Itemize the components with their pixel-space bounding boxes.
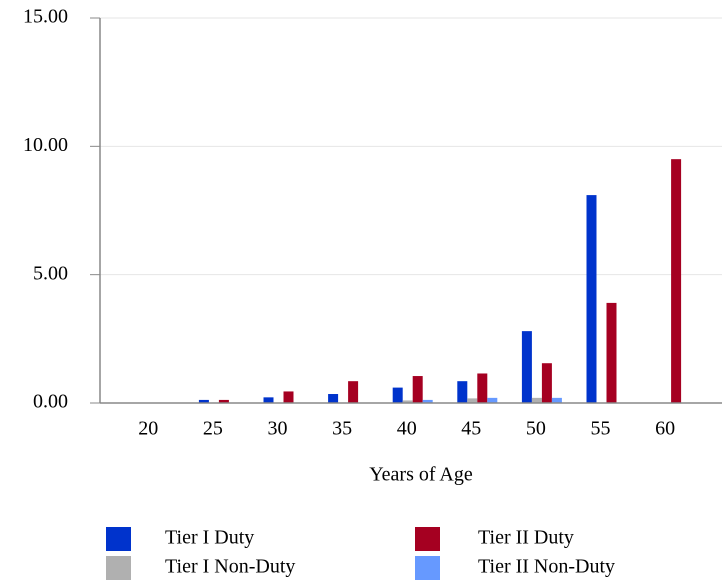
bar [671, 159, 682, 403]
bar [467, 398, 478, 403]
x-tick-label: 60 [655, 418, 675, 440]
x-tick-label: 40 [397, 418, 417, 440]
legend-label: Tier II Non-Duty [478, 556, 615, 578]
y-tick-label: 0.00 [33, 391, 68, 413]
legend-swatch [106, 527, 131, 551]
bar [422, 399, 433, 403]
bar [218, 399, 229, 403]
legend-swatch [106, 556, 131, 580]
legend-label: Tier I Duty [165, 527, 254, 549]
bar [487, 397, 498, 403]
x-tick-label: 20 [138, 418, 158, 440]
bar [521, 331, 532, 403]
bar [263, 397, 274, 403]
x-tick-label: 50 [526, 418, 546, 440]
legend-swatch [415, 556, 440, 580]
y-tick-label: 15.00 [23, 6, 68, 28]
x-tick-label: 30 [268, 418, 288, 440]
bar [348, 381, 359, 403]
bar [541, 363, 552, 403]
x-tick-label: 35 [332, 418, 352, 440]
legend-swatch [415, 527, 440, 551]
bar [412, 376, 423, 403]
bar [477, 373, 488, 403]
bar [402, 400, 413, 403]
bar [457, 381, 468, 403]
bar [328, 394, 339, 403]
bar [531, 397, 542, 403]
bar [392, 387, 403, 403]
bar [551, 397, 562, 403]
y-tick-label: 5.00 [33, 262, 68, 284]
x-tick-label: 45 [461, 418, 481, 440]
legend-label: Tier II Duty [478, 527, 574, 549]
x-axis-label: Years of Age [369, 464, 473, 486]
x-tick-label: 55 [591, 418, 611, 440]
bar [198, 399, 209, 403]
x-tick-label: 25 [203, 418, 223, 440]
legend-label: Tier I Non-Duty [165, 556, 295, 578]
bar [283, 391, 294, 403]
bar [586, 195, 597, 403]
bar [606, 302, 617, 403]
y-tick-label: 10.00 [23, 134, 68, 156]
